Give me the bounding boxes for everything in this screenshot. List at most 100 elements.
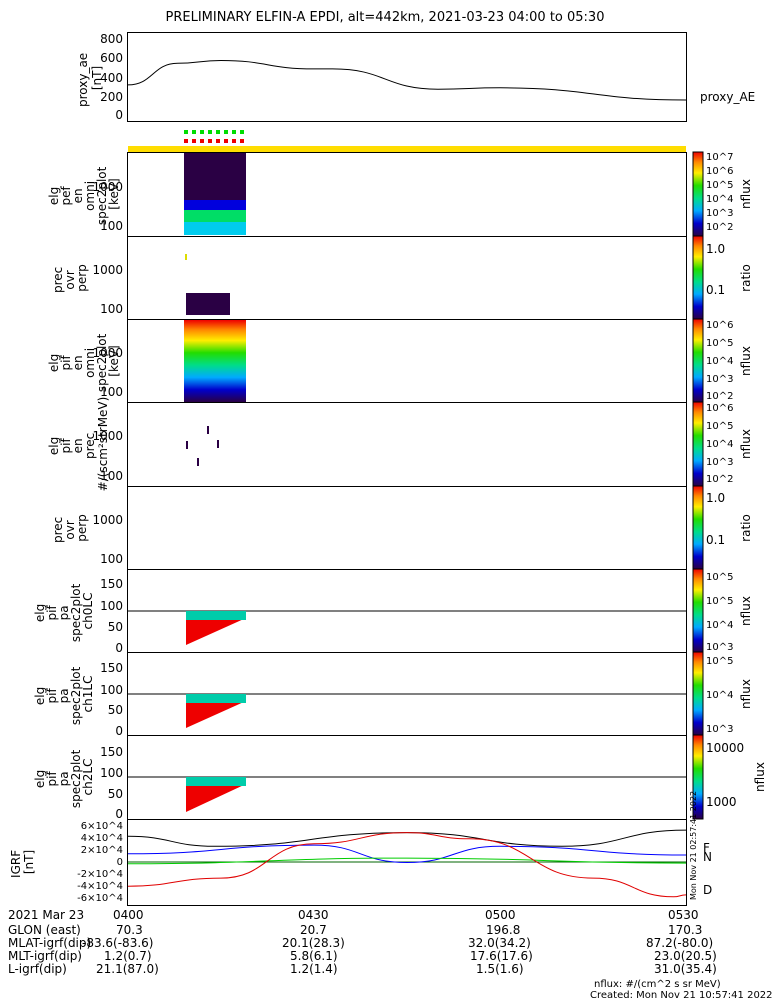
pa-wedge-top [186,777,246,786]
ylabel-line: spec2plot [69,666,83,725]
ylabel-line: omni [83,348,97,378]
cbar-tick: 10^4 [706,620,733,631]
ylabel-line: IGRF [9,850,23,878]
ytick-label: 600 [100,51,123,65]
xtick-label: 0400 [113,908,144,922]
ylabel-line: pif [59,438,73,454]
ylabel-line: ovr [63,520,77,539]
ylabel-line: spec2plot [69,583,83,642]
ytick-label: 100 [100,683,123,697]
ylabel-line: omni [83,181,97,211]
spectrogram-gradient [184,320,246,402]
ylabel-pif-en: elg pif en omni spec2plot [keV] [47,330,121,392]
ylabel-line: spec2plot [95,333,109,392]
ylabel-pef-en: elg pef en omni spec2plot [keV] [47,163,121,225]
spectrogram-green-band [184,210,246,224]
ephem-value: 20.1(28.3) [282,936,345,950]
ephem-value: -83.6(-83.6) [82,936,153,950]
ephem-value: 87.2(-80.0) [646,936,713,950]
ylabel-line: ovr [63,270,77,289]
colorbars [692,151,704,820]
ylabel-line: pif [59,355,73,371]
ylabel-line: pa [57,771,71,786]
ylabel-line: perp [75,514,89,542]
ytick-label: 50 [108,703,123,717]
series-label-F: F [703,841,710,855]
cbar-tick: 1.0 [706,491,725,505]
ytick-label: 1000 [92,429,123,443]
ylabel-line: ch1LC [81,676,95,713]
ephem-value: 1.5(1.6) [476,962,524,976]
ylabel-line: spec2plot [95,166,109,225]
ytick-label: 1000 [92,346,123,360]
cbar-title: nflux [739,179,753,209]
ylabel-line: elg [47,437,61,455]
spectrogram-speck [217,440,219,448]
ytick-label: 100 [100,469,123,483]
cbar-tick: 10^6 [706,403,733,414]
spectrogram-speck [207,426,209,434]
ytick-label: 100 [100,766,123,780]
cbar-tick: 10^3 [706,724,733,735]
proxy-ae-series-label: proxy_AE [700,90,755,104]
proxy-ae-yticks: 800 600 400 200 0 [100,32,123,122]
ylabel-pa-ch2: elg pif pa spec2plot ch2LC [33,746,95,808]
ephem-value: 20.7 [300,923,327,937]
ephemeris-table: GLON (east) 70.3 20.7 196.8 170.3 MLAT-i… [8,923,717,976]
ylabel-pif-prec: elg pif en prec #/(scm²strMeV) [47,397,110,492]
ylabel-line: prec [51,267,65,293]
ytick-label: 4×10^4 [81,833,123,844]
ephem-value: 1.2(0.7) [104,949,152,963]
ytick-label: 0 [117,857,123,868]
ylabel-line: en [71,438,85,453]
ylabel-proxy-ae: proxy_ae [nT] [76,49,104,107]
series-label-D: D [703,883,712,897]
prec-ovr-perp-e-spectrogram [185,254,230,315]
ephem-value: 70.3 [116,923,143,937]
ylabel-line: pif [45,688,59,704]
x-axis-ticks: 0400 0430 0500 0530 [113,908,699,922]
ylabel-line: en [71,188,85,203]
ylabel-line: #/(scm²strMeV) [96,397,110,492]
igrf-yticks: 6×10^4 4×10^4 2×10^4 0 -2×10^4 -4×10^4 -… [77,821,123,904]
cbar-tick: 10^3 [706,457,733,468]
ytick-label: 100 [100,302,123,316]
cbar-title: nflux [739,596,753,626]
ytick-label: 200 [100,90,123,104]
ylabel-line: elg [33,604,47,622]
ephem-value: 31.0(35.4) [654,962,717,976]
cbar-tick: 0.1 [706,533,725,547]
ephem-value: 1.2(1.4) [290,962,338,976]
ylabel-line: pif [45,605,59,621]
ephem-label: L-igrf(dip) [8,962,67,976]
cbar-tick: 10^2 [706,391,733,402]
cbar-tick: 10^4 [706,439,733,450]
spectrogram-block [186,293,230,315]
ylabel-line: elg [33,687,47,705]
cbar-tick: 1.0 [706,242,725,256]
colorbar-pif-en [692,318,704,403]
igrf-line-D [127,832,687,898]
colorbar-pif-prec [692,401,704,487]
colorbar-pa-ch0 [692,568,704,653]
panel-pif-prec-frame [127,402,687,487]
pa-yticks: 150 100 50 0 150 100 50 0 150 100 50 0 [100,577,123,821]
colorbar-prec-i [692,485,704,570]
ytick-label: -4×10^4 [77,881,123,892]
cbar-tick: 10^4 [706,690,733,701]
ephem-value: 5.8(6.1) [290,949,338,963]
ephem-value: 17.6(17.6) [470,949,533,963]
ephem-value: 21.1(87.0) [96,962,159,976]
ytick-label: 1000 [92,180,123,194]
ytick-label: 50 [108,787,123,801]
colorbar-labels: 10^7 10^6 10^5 10^4 10^3 10^2 nflux 1.0 … [706,152,767,809]
igrf-line-E [127,857,687,865]
colorbar-prec-e [692,235,704,320]
series-label-N: N [703,850,712,864]
pa-ch2-content [128,776,686,812]
ytick-label: 0 [115,807,123,821]
vertical-timestamp: Mon Nov 21 02:57:41 2022 [689,791,698,900]
ylabel-line: en [71,355,85,370]
spectrogram-speck [186,441,188,449]
